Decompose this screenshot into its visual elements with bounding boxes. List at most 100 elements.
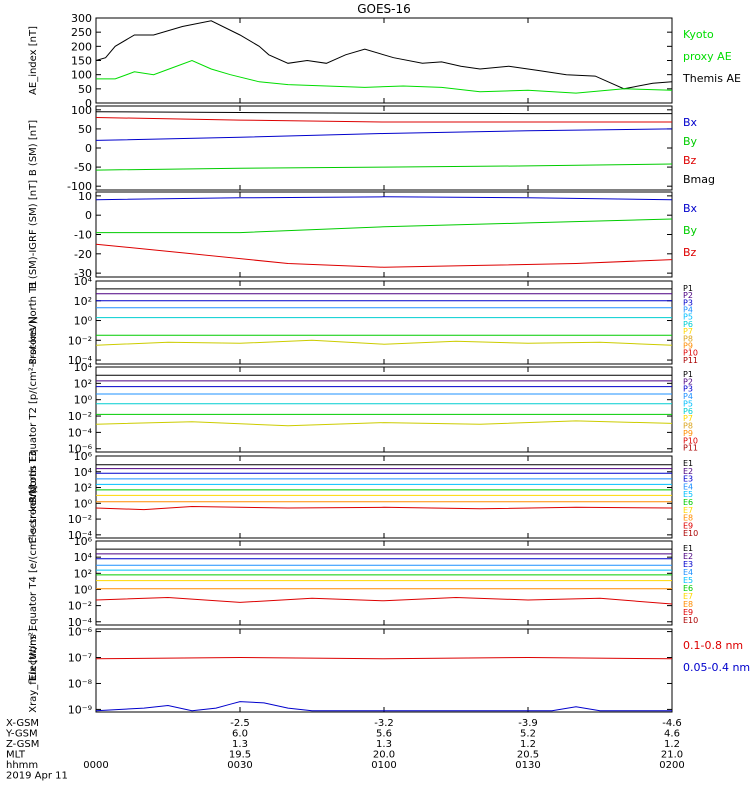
legend-entry: E7	[683, 506, 693, 515]
y-tick-label: -30	[74, 267, 92, 280]
axis-row-value: 0200	[659, 760, 684, 771]
legend-entry: E9	[683, 521, 693, 530]
y-tick-label: 100	[71, 104, 92, 117]
series-line	[95, 128, 673, 141]
series-line	[95, 20, 673, 90]
legend-entry: P3	[683, 298, 693, 307]
legend-entry: By	[683, 135, 698, 148]
legend-entry: P1	[683, 284, 693, 293]
axis-row-value: -3.2	[374, 718, 394, 729]
axis-row-value: 21.0	[661, 750, 683, 761]
legend-entry: P2	[683, 377, 693, 386]
axis-row-label: Z-GSM	[6, 739, 39, 750]
y-tick-label: -20	[74, 248, 92, 261]
axis-row-value: 4.6	[664, 729, 680, 740]
series-line	[95, 505, 673, 511]
legend-entry: P1	[683, 370, 693, 379]
y-axis-label: Electrons North T3	[28, 450, 39, 543]
y-tick-label: 200	[71, 40, 92, 53]
series-line	[95, 117, 672, 123]
y-tick-label: 10⁴	[74, 551, 93, 564]
y-tick-label: 10⁻⁶	[68, 626, 93, 639]
legend-entry: Kyoto	[683, 28, 714, 41]
axis-row-value: 6.0	[232, 729, 248, 740]
y-tick-label: 10⁶	[74, 535, 93, 548]
y-tick-label: -50	[74, 161, 92, 174]
axis-row-label: MLT	[6, 750, 26, 761]
y-tick-label: 10⁻²	[68, 334, 92, 347]
legend-entry: E6	[683, 498, 693, 507]
legend-entry: P7	[683, 414, 693, 423]
y-axis-label: Xray_flux [W/m²]	[28, 628, 39, 713]
axis-row-value: 0000	[83, 760, 108, 771]
axis-row-value: 1.2	[520, 739, 536, 750]
legend-entry: P9	[683, 341, 693, 350]
legend-entry: P2	[683, 291, 693, 300]
legend-entry: P7	[683, 327, 693, 336]
y-tick-label: 10⁻²	[68, 410, 92, 423]
legend-entry: P3	[683, 385, 693, 394]
legend-entry: E3	[683, 475, 693, 484]
legend-entry: E7	[683, 592, 693, 601]
series-line	[95, 596, 673, 605]
legend-entry: Bz	[683, 246, 697, 259]
legend-entry: P4	[683, 392, 693, 401]
legend-entry: E4	[683, 482, 693, 491]
y-tick-label: 300	[71, 12, 92, 25]
y-tick-label: 0	[85, 209, 92, 222]
legend-entry: E8	[683, 514, 693, 523]
y-tick-label: -100	[67, 180, 92, 193]
legend-entry: E10	[683, 529, 698, 538]
date-label: 2019 Apr 11	[6, 771, 68, 782]
axis-row-value: 1.3	[376, 739, 392, 750]
y-tick-label: 10⁰	[74, 497, 93, 510]
y-tick-label: 10⁻⁴	[68, 529, 93, 542]
legend-entry: P5	[683, 313, 693, 322]
y-tick-label: 10⁴	[74, 275, 93, 288]
legend-entry: Bmag	[683, 173, 715, 186]
y-tick-label: 10²	[74, 295, 92, 308]
series-line	[95, 196, 673, 201]
y-tick-label: 10⁻⁸	[68, 677, 93, 690]
y-tick-label: 0	[85, 97, 92, 110]
series-line	[95, 656, 673, 660]
legend-entry: Bx	[683, 116, 698, 129]
axis-row-label: hhmm	[6, 760, 38, 771]
y-axis-label: Electrons Equator T4 [e/(cm²-s-sr-keV)]	[28, 485, 39, 680]
axis-row-value: -4.6	[662, 718, 682, 729]
series-line	[95, 701, 672, 712]
y-tick-label: 50	[78, 83, 92, 96]
y-tick-label: 10⁰	[74, 315, 93, 328]
axis-row-value: 0130	[515, 760, 540, 771]
legend-entry: By	[683, 224, 698, 237]
y-tick-label: 10⁻⁷	[68, 652, 92, 665]
y-tick-label: 250	[71, 26, 92, 39]
y-tick-label: 10⁻⁴	[68, 616, 93, 629]
legend-entry: E5	[683, 576, 693, 585]
series-line	[95, 420, 673, 427]
series-line	[95, 339, 673, 346]
legend-entry: P6	[683, 320, 693, 329]
legend-entry: 0.1-0.8 nm	[683, 639, 743, 652]
series-line	[96, 59, 673, 94]
y-tick-label: 10⁴	[74, 361, 93, 374]
y-axis-label: Protons Equator T2 [p/(cm²-s-sr-keV)]	[28, 316, 39, 503]
y-tick-label: 10⁶	[74, 450, 93, 463]
y-tick-label: 10⁴	[74, 466, 93, 479]
legend-entry: 0.05-0.4 nm	[683, 661, 750, 674]
axis-row-value: 1.2	[664, 739, 680, 750]
panel-1-frame	[95, 17, 673, 104]
y-tick-label: 10²	[74, 567, 92, 580]
legend-entry: E6	[683, 584, 693, 593]
legend-entry: E3	[683, 560, 693, 569]
y-axis-label: Protons North T1	[28, 280, 39, 364]
axis-row-value: 5.2	[520, 729, 536, 740]
y-tick-label: -10	[74, 229, 92, 242]
y-tick-label: 10⁻⁹	[68, 703, 92, 716]
y-axis-label: AE_index [nT]	[28, 26, 39, 95]
legend-entry: Bz	[683, 154, 697, 167]
legend-entry: E1	[683, 544, 693, 553]
axis-row-value: 0030	[227, 760, 252, 771]
y-tick-label: 10⁻⁴	[68, 354, 93, 367]
